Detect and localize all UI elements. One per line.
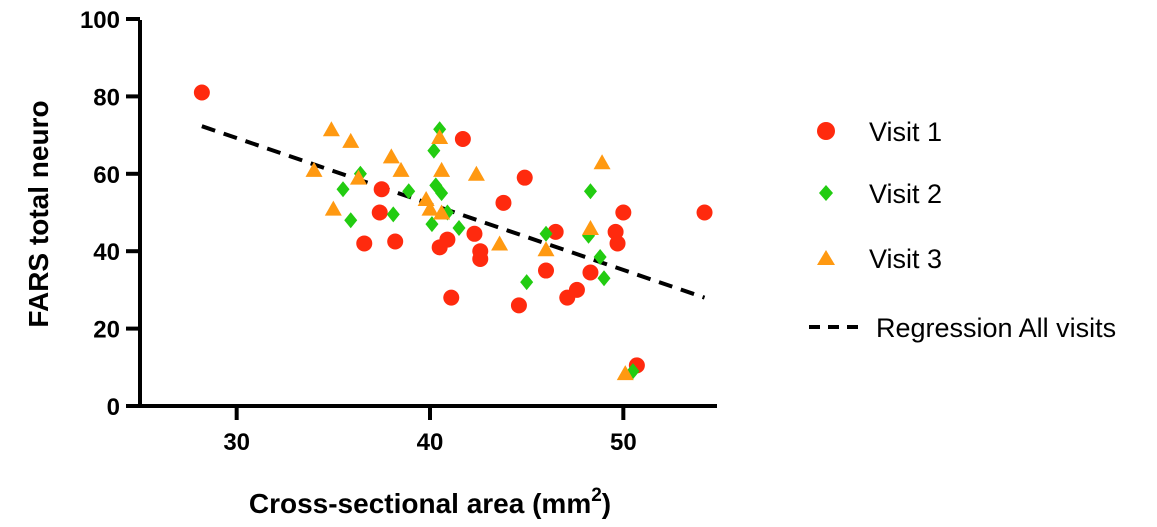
series-visit-3 xyxy=(305,121,634,381)
data-point-circle xyxy=(387,233,404,250)
legend-label-regression: Regression All visits xyxy=(876,313,1116,343)
data-point-triangle xyxy=(431,129,449,145)
data-point-circle xyxy=(454,130,471,147)
data-point-triangle xyxy=(382,148,400,164)
data-point-circle xyxy=(615,204,632,221)
legend-label-visit-3: Visit 3 xyxy=(869,244,942,274)
data-point-circle xyxy=(443,289,460,306)
data-point-circle xyxy=(510,297,527,314)
x-axis-title: Cross-sectional area (mm2) xyxy=(249,485,611,519)
data-point-circle xyxy=(439,231,456,248)
axes xyxy=(138,20,717,408)
data-point-diamond xyxy=(344,212,358,229)
data-point-diamond xyxy=(597,270,611,287)
data-point-circle xyxy=(495,194,512,211)
data-point-circle xyxy=(193,84,210,101)
data-point-triangle xyxy=(342,132,360,148)
legend-label-visit-1: Visit 1 xyxy=(869,117,942,147)
data-points xyxy=(193,84,713,381)
legend-item-visit-1: Visit 1 xyxy=(817,117,942,147)
y-axis-title: FARS total neuro xyxy=(23,100,54,327)
legend-marker-visit-1 xyxy=(817,122,835,140)
data-point-circle xyxy=(516,169,533,186)
x-ticks: 30 40 50 xyxy=(223,406,637,456)
data-point-circle xyxy=(609,235,626,252)
y-tick-label: 0 xyxy=(107,394,120,421)
x-tick-label: 30 xyxy=(223,429,250,456)
x-tick-label: 40 xyxy=(417,429,444,456)
data-point-triangle xyxy=(433,161,451,177)
data-point-triangle xyxy=(581,219,599,235)
data-point-triangle xyxy=(349,169,367,185)
data-point-triangle xyxy=(467,165,485,181)
data-point-triangle xyxy=(421,200,439,216)
legend-label-visit-2: Visit 2 xyxy=(869,179,942,209)
x-axis-title-superscript: 2 xyxy=(591,485,602,506)
data-point-circle xyxy=(472,250,489,267)
data-point-triangle xyxy=(537,241,555,257)
y-tick-label: 80 xyxy=(93,84,120,111)
data-point-diamond xyxy=(336,181,350,198)
data-point-triangle xyxy=(322,121,340,137)
data-point-circle xyxy=(582,264,599,281)
data-point-triangle xyxy=(392,161,410,177)
x-axis-title-main: Cross-sectional area (mm xyxy=(249,488,591,519)
data-point-circle xyxy=(568,281,585,298)
data-point-diamond xyxy=(520,274,534,291)
x-tick-label: 50 xyxy=(610,429,637,456)
data-point-diamond xyxy=(427,142,441,159)
series-visit-2 xyxy=(336,121,640,380)
data-point-circle xyxy=(466,225,483,242)
x-axis-title-end: ) xyxy=(602,488,611,519)
data-point-circle xyxy=(356,235,373,252)
data-point-triangle xyxy=(433,204,451,220)
y-tick-label: 100 xyxy=(80,7,120,34)
legend-item-visit-2: Visit 2 xyxy=(819,179,942,209)
data-point-diamond xyxy=(386,206,400,223)
legend-marker-visit-3 xyxy=(817,250,835,265)
data-point-circle xyxy=(696,204,713,221)
data-point-triangle xyxy=(616,365,634,381)
data-point-diamond xyxy=(593,249,607,266)
legend: Visit 1 Visit 2 Visit 3 Regression All v… xyxy=(809,117,1116,343)
data-point-triangle xyxy=(305,161,323,177)
y-tick-label: 60 xyxy=(93,162,120,189)
y-tick-label: 20 xyxy=(93,317,120,344)
data-point-circle xyxy=(373,181,390,198)
data-point-diamond xyxy=(452,219,466,236)
y-tick-label: 40 xyxy=(93,239,120,266)
series-visit-1 xyxy=(193,84,713,374)
legend-marker-visit-2 xyxy=(819,185,833,201)
data-point-triangle xyxy=(417,190,435,206)
data-point-circle xyxy=(547,223,564,240)
legend-item-regression: Regression All visits xyxy=(809,313,1116,343)
data-point-triangle xyxy=(491,235,509,251)
legend-item-visit-3: Visit 3 xyxy=(817,244,942,274)
data-point-circle xyxy=(371,204,388,221)
data-point-diamond xyxy=(435,185,449,202)
data-point-diamond xyxy=(583,183,597,200)
data-point-diamond xyxy=(425,216,439,233)
data-point-circle xyxy=(538,262,554,279)
data-point-diamond xyxy=(539,225,553,242)
data-point-triangle xyxy=(593,154,611,170)
data-point-diamond xyxy=(402,183,416,200)
y-ticks: 0 20 40 60 80 100 xyxy=(80,7,140,421)
data-point-triangle xyxy=(324,200,342,216)
